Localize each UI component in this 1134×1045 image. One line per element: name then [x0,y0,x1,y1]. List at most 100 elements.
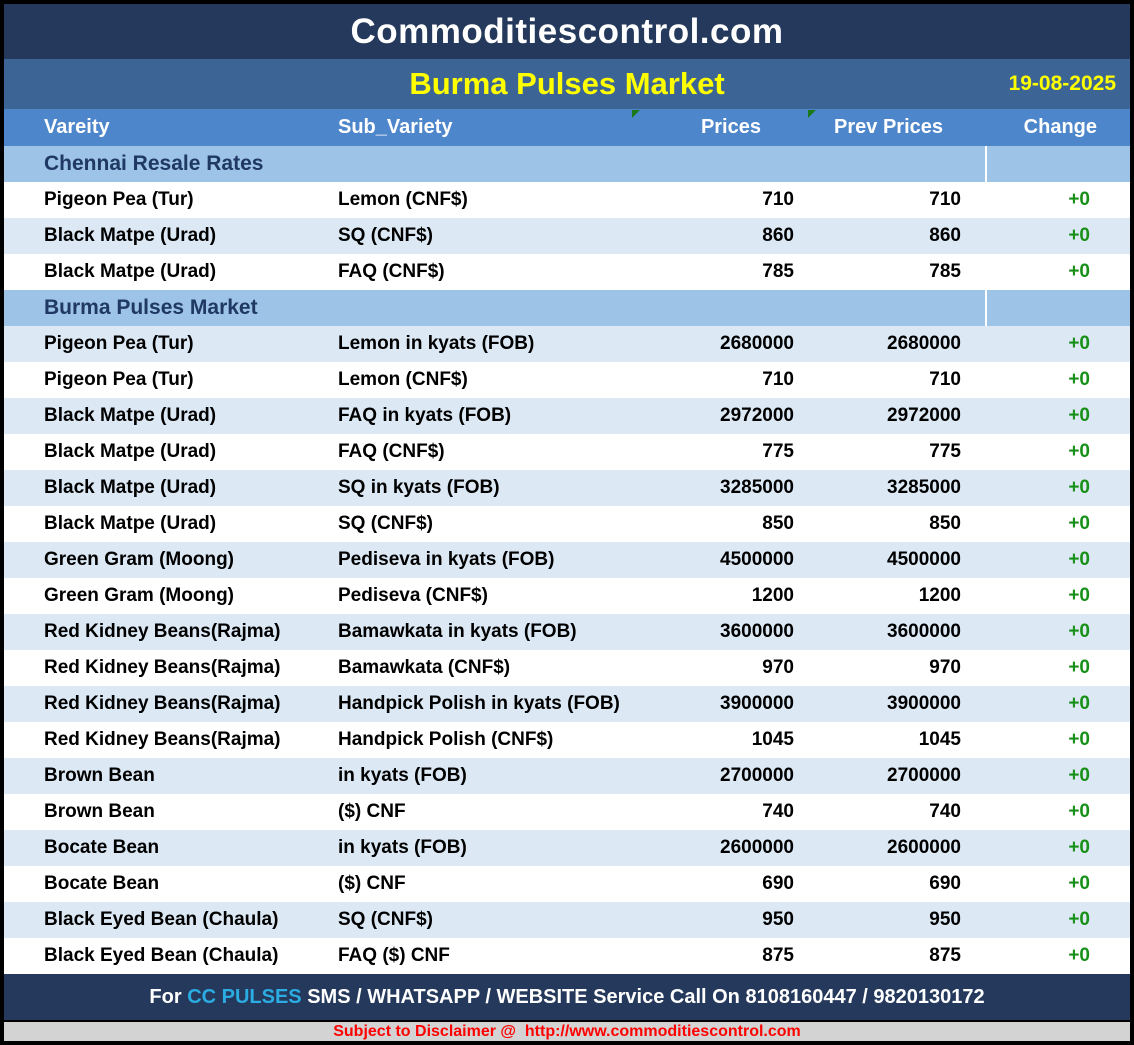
prev-price-cell: 3285000 [887,477,961,498]
variety-cell: Black Matpe (Urad) [44,261,217,282]
col-prices-cell: Prices [630,109,806,146]
table-row: Red Kidney Beans(Rajma) Handpick Polish … [4,722,1130,758]
prev-price-cell: 785 [929,261,961,282]
change-cell: +0 [1068,729,1090,750]
change-cell: +0 [1068,261,1090,282]
site-title: Commoditiescontrol.com [350,11,784,51]
change-cell: +0 [1068,765,1090,786]
price-cell: 1200 [751,585,794,606]
subvariety-cell: Pediseva (CNF$) [338,585,488,606]
col-prev-prices: Prev Prices [834,116,943,138]
change-cell: +0 [1068,909,1090,930]
table-body: Chennai Resale Rates Pigeon Pea (Tur) Le… [4,146,1130,974]
table-row: Black Eyed Bean (Chaula) SQ (CNF$) 950 9… [4,902,1130,938]
subvariety-cell: SQ (CNF$) [338,909,433,930]
variety-cell: Black Matpe (Urad) [44,513,217,534]
change-cell: +0 [1068,513,1090,534]
price-cell: 950 [762,909,794,930]
prev-price-cell: 970 [929,657,961,678]
service-text-suffix: SMS / WHATSAPP / WEBSITE Service Call On… [301,985,985,1008]
table-row: Black Matpe (Urad) SQ (CNF$) 850 850 +0 [4,506,1130,542]
subvariety-cell: FAQ in kyats (FOB) [338,405,512,426]
price-cell: 3900000 [720,693,794,714]
variety-cell: Red Kidney Beans(Rajma) [44,693,281,714]
col-prices: Prices [700,116,761,138]
change-cell: +0 [1068,657,1090,678]
change-cell: +0 [1068,585,1090,606]
price-cell: 2972000 [720,405,794,426]
report-title: Burma Pulses Market [409,66,725,101]
table-row: Pigeon Pea (Tur) Lemon (CNF$) 710 710 +0 [4,182,1130,218]
price-cell: 4500000 [720,549,794,570]
prev-price-cell: 1045 [918,729,961,750]
prev-price-cell: 4500000 [887,549,961,570]
section-change-spacer [985,290,1130,326]
price-cell: 875 [762,945,794,966]
variety-cell: Black Eyed Bean (Chaula) [44,945,279,966]
change-cell: +0 [1068,225,1090,246]
change-cell: +0 [1068,837,1090,858]
subvariety-cell: SQ (CNF$) [338,513,433,534]
section-header-row: Chennai Resale Rates [4,146,1130,182]
prev-price-cell: 950 [929,909,961,930]
prev-price-cell: 2680000 [887,333,961,354]
table-row: Black Matpe (Urad) SQ (CNF$) 860 860 +0 [4,218,1130,254]
price-cell: 740 [762,801,794,822]
table-row: Pigeon Pea (Tur) Lemon in kyats (FOB) 26… [4,326,1130,362]
variety-cell: Red Kidney Beans(Rajma) [44,729,281,750]
report-title-band: Burma Pulses Market 19-08-2025 [4,59,1130,109]
subvariety-cell: Lemon in kyats (FOB) [338,333,535,354]
prev-price-cell: 1200 [918,585,961,606]
subvariety-cell: ($) CNF [338,873,406,894]
variety-cell: Green Gram (Moong) [44,585,235,606]
subvariety-cell: FAQ (CNF$) [338,441,445,462]
change-cell: +0 [1068,873,1090,894]
price-cell: 2700000 [720,765,794,786]
cell-note-triangle-icon [632,110,640,118]
variety-cell: Bocate Bean [44,873,160,894]
prev-price-cell: 3600000 [887,621,961,642]
subvariety-cell: Lemon (CNF$) [338,369,468,390]
change-cell: +0 [1068,369,1090,390]
price-cell: 690 [762,873,794,894]
subvariety-cell: Pediseva in kyats (FOB) [338,549,555,570]
subvariety-cell: ($) CNF [338,801,406,822]
table-row: Bocate Bean in kyats (FOB) 2600000 26000… [4,830,1130,866]
subvariety-cell: Bamawkata in kyats (FOB) [338,621,577,642]
col-subvariety: Sub_Variety [338,116,453,138]
prev-price-cell: 775 [929,441,961,462]
change-cell: +0 [1068,945,1090,966]
service-text-prefix: For [149,985,188,1008]
prev-price-cell: 3900000 [887,693,961,714]
price-cell: 2600000 [720,837,794,858]
subvariety-cell: Bamawkata (CNF$) [338,657,511,678]
change-cell: +0 [1068,189,1090,210]
prev-price-cell: 860 [929,225,961,246]
prev-price-cell: 2972000 [887,405,961,426]
disclaimer-link[interactable]: http://www.commoditiescontrol.com [524,1023,801,1040]
table-row: Black Matpe (Urad) FAQ in kyats (FOB) 29… [4,398,1130,434]
variety-cell: Pigeon Pea (Tur) [44,369,194,390]
subvariety-cell: in kyats (FOB) [338,765,467,786]
subvariety-cell: Lemon (CNF$) [338,189,468,210]
section-title: Burma Pulses Market [44,296,258,319]
price-cell: 710 [762,189,794,210]
subvariety-cell: SQ in kyats (FOB) [338,477,500,498]
col-variety: Vareity [44,116,110,138]
section-title: Chennai Resale Rates [44,152,264,175]
subvariety-cell: Handpick Polish (CNF$) [338,729,554,750]
price-cell: 860 [762,225,794,246]
prev-price-cell: 690 [929,873,961,894]
table-row: Red Kidney Beans(Rajma) Bamawkata (CNF$)… [4,650,1130,686]
col-change: Change [1023,116,1097,138]
variety-cell: Black Matpe (Urad) [44,441,217,462]
table-row: Pigeon Pea (Tur) Lemon (CNF$) 710 710 +0 [4,362,1130,398]
service-brand: CC PULSES [187,985,302,1008]
price-cell: 1045 [751,729,794,750]
price-cell: 775 [762,441,794,462]
change-cell: +0 [1068,621,1090,642]
change-cell: +0 [1068,549,1090,570]
section-header-row: Burma Pulses Market [4,290,1130,326]
variety-cell: Bocate Bean [44,837,160,858]
